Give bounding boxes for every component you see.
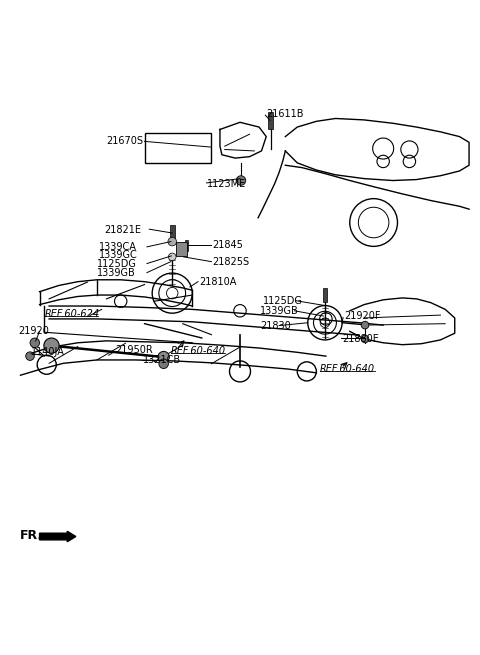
Bar [144, 133, 211, 163]
Circle shape [168, 237, 177, 246]
Text: 21950R: 21950R [115, 345, 153, 356]
Text: 21830: 21830 [260, 321, 291, 331]
Circle shape [44, 338, 59, 353]
Text: 1339GC: 1339GC [99, 250, 138, 260]
Bar [176, 242, 187, 256]
Text: 21880E: 21880E [342, 334, 379, 344]
Text: 1339GB: 1339GB [97, 268, 135, 278]
Text: 1339CA: 1339CA [99, 242, 137, 252]
Text: REF.60-640: REF.60-640 [320, 364, 375, 374]
Circle shape [361, 322, 369, 329]
Circle shape [26, 352, 34, 360]
Text: 21670S: 21670S [107, 136, 144, 146]
Text: 21810A: 21810A [199, 276, 237, 287]
Text: FR.: FR. [20, 529, 43, 542]
Text: 21920: 21920 [18, 326, 49, 336]
Text: 1339GB: 1339GB [260, 307, 299, 316]
Circle shape [236, 176, 246, 185]
Circle shape [361, 335, 369, 343]
Circle shape [30, 338, 39, 348]
Text: 1125DG: 1125DG [97, 259, 137, 269]
Text: 21920F: 21920F [344, 311, 381, 321]
Circle shape [158, 351, 169, 363]
Bar [268, 112, 274, 130]
Text: 21825S: 21825S [212, 257, 250, 267]
Text: REF.60-640: REF.60-640 [171, 346, 226, 356]
Bar [185, 240, 189, 251]
Text: 21845: 21845 [212, 240, 243, 250]
Text: 1140JA: 1140JA [31, 347, 65, 358]
Bar [169, 225, 175, 241]
Text: 1123ME: 1123ME [206, 179, 246, 189]
FancyArrow shape [39, 531, 76, 542]
Circle shape [168, 253, 176, 261]
Bar [323, 288, 327, 302]
Text: 1125DG: 1125DG [263, 296, 303, 307]
Circle shape [159, 359, 168, 369]
Text: REF.60-624: REF.60-624 [44, 309, 99, 319]
Text: 21611B: 21611B [266, 109, 304, 119]
Text: 21821E: 21821E [104, 225, 141, 234]
Text: 1321CB: 1321CB [143, 355, 181, 365]
